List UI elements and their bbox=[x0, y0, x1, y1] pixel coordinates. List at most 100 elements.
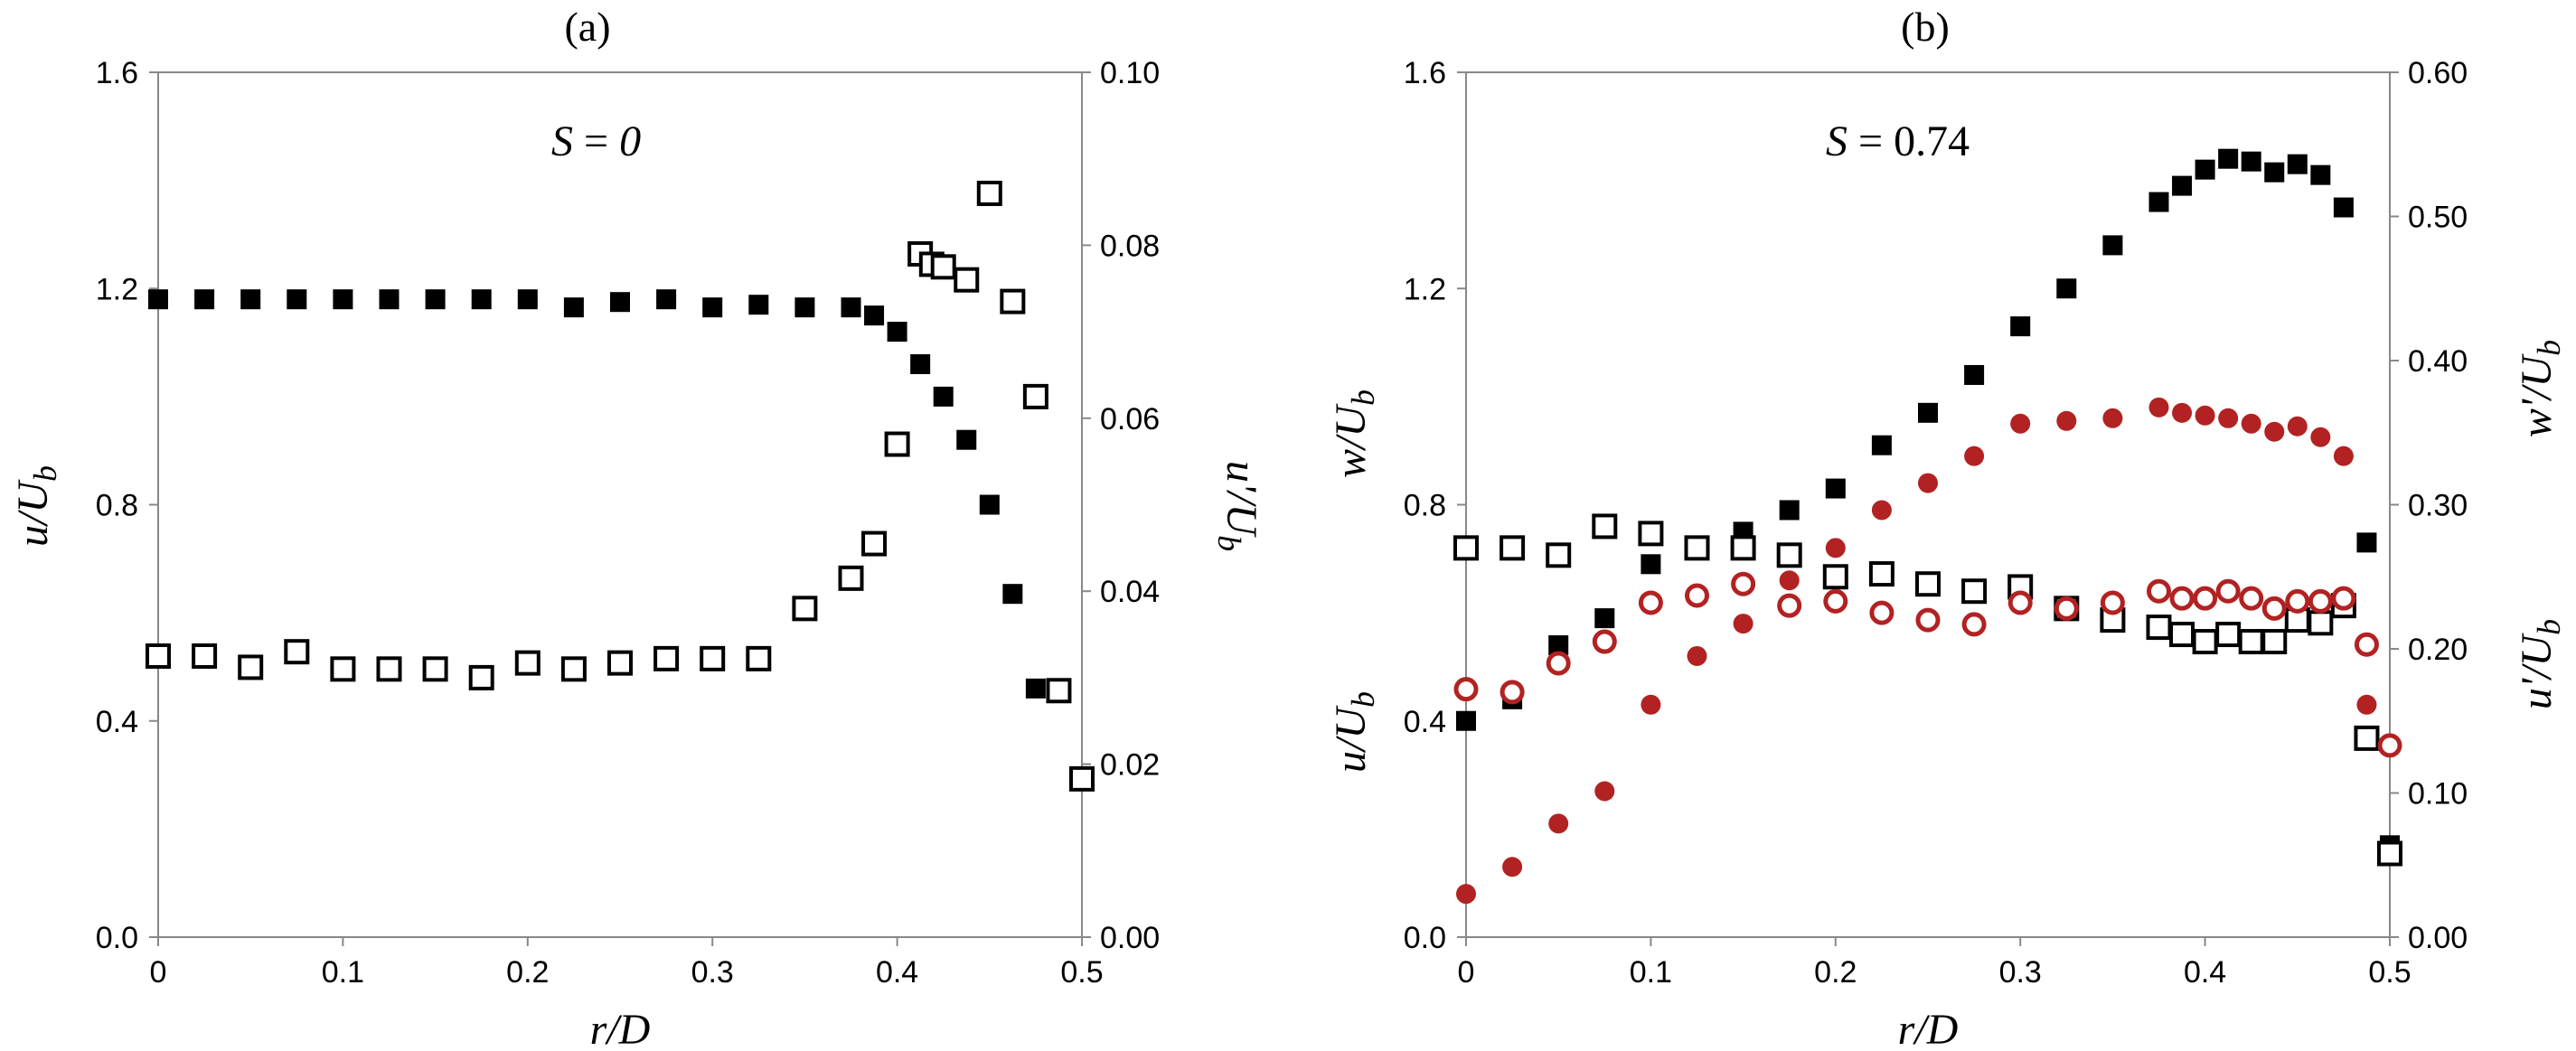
point-u-ub bbox=[376, 656, 402, 682]
point-u-ub bbox=[933, 386, 954, 407]
right-tick-label: 0.00 bbox=[1100, 921, 1160, 955]
point-u-ub bbox=[146, 643, 171, 669]
right-tick-label: 0.06 bbox=[1100, 402, 1160, 436]
right-tick-label: 0.20 bbox=[2408, 633, 2468, 667]
point-u-ub bbox=[2218, 148, 2239, 169]
left-tick-label: 0.8 bbox=[1404, 489, 1446, 523]
point-w-ub bbox=[2007, 590, 2033, 615]
left-tick-label: 0.4 bbox=[1404, 705, 1446, 739]
point-u-ub bbox=[2146, 615, 2172, 641]
point-w-ub bbox=[2172, 402, 2193, 423]
point-w-ub bbox=[1594, 781, 1615, 802]
point-u-ub bbox=[864, 305, 885, 326]
panel-a-annotation: S = 0 bbox=[551, 117, 641, 165]
left-tick-label: 1.6 bbox=[96, 56, 138, 90]
point-w-ub bbox=[1869, 600, 1894, 625]
point-w-ub bbox=[2054, 596, 2079, 621]
panel-b-plot-frame bbox=[1465, 71, 2391, 938]
point-u-ub bbox=[1730, 535, 1756, 561]
point-w-ub bbox=[2287, 416, 2308, 436]
panel-b-right-axis-label-top: w'/Ub bbox=[2513, 340, 2567, 437]
left-tick-label: 0.0 bbox=[96, 921, 138, 955]
left-tick-label: 1.2 bbox=[1404, 272, 1446, 306]
point-u-ub bbox=[1002, 584, 1023, 605]
right-tick-label: 0.10 bbox=[2408, 777, 2468, 812]
panel-b-left-axis-label-top: w/Ub bbox=[1327, 389, 1381, 478]
point-u-ub bbox=[748, 295, 769, 315]
point-u-ub bbox=[792, 596, 818, 622]
point-w-ub bbox=[2308, 588, 2333, 614]
x-tick-label: 0.2 bbox=[1814, 955, 1857, 990]
left-tick-label: 0.0 bbox=[1404, 921, 1446, 955]
point-u-ub bbox=[238, 654, 264, 680]
point-u-ub bbox=[560, 656, 587, 682]
point-u-ub bbox=[1000, 288, 1026, 314]
point-w-ub bbox=[1825, 538, 1846, 558]
right-tick-label: 0.30 bbox=[2408, 489, 2468, 523]
point-u-ub bbox=[148, 289, 168, 310]
point-u-ub bbox=[1500, 535, 1526, 561]
point-w-ub bbox=[2241, 413, 2261, 434]
point-u-ub bbox=[422, 656, 448, 682]
point-u-ub bbox=[838, 565, 864, 591]
point-w-ub bbox=[1641, 694, 1661, 715]
x-tick-label: 0.4 bbox=[876, 955, 918, 990]
point-w-ub bbox=[2169, 586, 2195, 611]
point-u-ub bbox=[746, 645, 772, 671]
x-tick-label: 0.1 bbox=[322, 955, 364, 990]
point-u-ub bbox=[1546, 542, 1572, 568]
point-w-ub bbox=[2310, 427, 2331, 447]
point-u-ub bbox=[379, 289, 400, 310]
point-u-ub bbox=[2310, 164, 2331, 185]
point-u-ub bbox=[1069, 765, 1095, 792]
point-w-ub bbox=[1777, 593, 1802, 618]
x-tick-label: 0.3 bbox=[1999, 955, 2042, 990]
point-u-ub bbox=[954, 267, 980, 293]
point-w-ub bbox=[1638, 590, 1663, 615]
point-w-ub bbox=[1779, 570, 1800, 591]
right-tick-label: 0.08 bbox=[1100, 229, 1160, 263]
panel-b-right-axis-label-bottom: u'/Ub bbox=[2513, 619, 2567, 709]
point-w-ub bbox=[2215, 578, 2241, 604]
point-u-ub bbox=[884, 431, 910, 457]
point-w-ub bbox=[1685, 583, 1709, 608]
point-u-ub bbox=[2354, 725, 2380, 751]
point-u-ub bbox=[956, 429, 977, 450]
point-u-ub bbox=[700, 645, 726, 671]
point-w-ub bbox=[2147, 578, 2171, 604]
point-u-ub bbox=[1594, 608, 1615, 629]
point-u-ub bbox=[330, 656, 356, 682]
right-tick-label: 0.02 bbox=[1100, 748, 1160, 783]
point-u-ub bbox=[979, 494, 1000, 515]
point-u-ub bbox=[1641, 554, 1661, 575]
left-tick-label: 0.8 bbox=[96, 489, 138, 523]
point-u-ub bbox=[425, 289, 446, 310]
x-tick-label: 0.5 bbox=[1060, 955, 1103, 990]
point-u-ub bbox=[333, 289, 353, 310]
point-u-ub bbox=[2308, 610, 2334, 636]
point-w-ub bbox=[2331, 586, 2356, 611]
point-u-ub bbox=[887, 322, 907, 343]
x-tick-label: 0 bbox=[1458, 955, 1475, 990]
point-u-ub bbox=[653, 645, 680, 671]
point-w-ub bbox=[2333, 446, 2354, 466]
point-w-ub bbox=[1592, 629, 1617, 654]
point-w-ub bbox=[2148, 397, 2169, 418]
panel-b-annotation: S = 0.74 bbox=[1826, 117, 1970, 165]
point-w-ub bbox=[1453, 677, 1479, 702]
point-u-ub bbox=[1046, 678, 1072, 704]
panel-a-points bbox=[146, 180, 1095, 792]
point-u-ub bbox=[1022, 383, 1048, 409]
point-w-ub bbox=[2010, 413, 2031, 434]
point-u-ub bbox=[563, 297, 584, 318]
point-u-ub bbox=[194, 289, 215, 310]
panel-b-left-axis-label-bottom: u/Ub bbox=[1327, 691, 1381, 773]
point-w-ub bbox=[1871, 500, 1892, 521]
point-u-ub bbox=[2102, 235, 2123, 256]
point-u-ub bbox=[861, 530, 888, 557]
point-w-ub bbox=[1687, 645, 1707, 666]
left-tick-label: 0.4 bbox=[96, 705, 138, 739]
right-tick-label: 0.40 bbox=[2408, 344, 2468, 379]
point-w-ub bbox=[2193, 586, 2218, 611]
